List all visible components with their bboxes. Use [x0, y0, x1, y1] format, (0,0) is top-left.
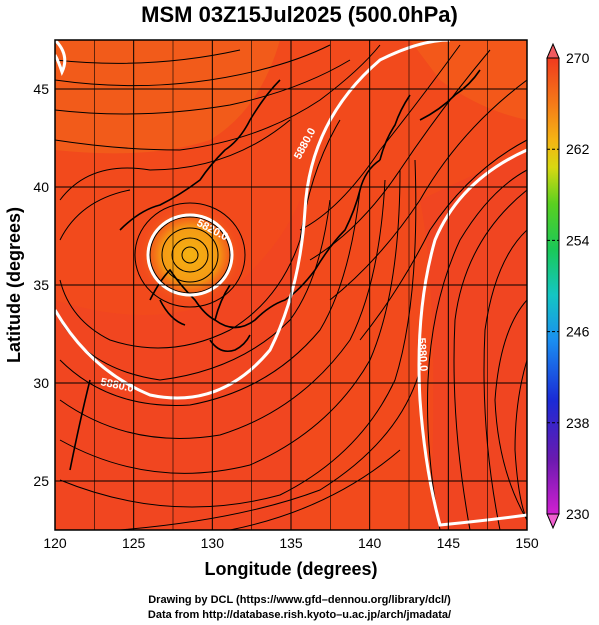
- x-tick-label: 150: [515, 535, 539, 551]
- colorbar-min-arrow: [546, 513, 560, 530]
- y-tick-label: 40: [33, 179, 49, 195]
- colorbar-ticks: 270 262 254 246 238 230: [547, 50, 590, 522]
- x-tick-label: 125: [122, 535, 146, 551]
- grid-lines: [55, 40, 527, 530]
- x-tick-label: 135: [279, 535, 303, 551]
- height-contours: [55, 40, 527, 527]
- cool-region-east: [420, 150, 527, 530]
- colorbar: 270 262 254 246 238 230: [546, 42, 590, 530]
- x-tick-label: 145: [437, 535, 461, 551]
- y-axis-label: Latitude (degrees): [4, 207, 24, 363]
- x-tick-label: 130: [201, 535, 225, 551]
- coastlines: [69, 69, 481, 471]
- x-tick-label: 140: [358, 535, 382, 551]
- x-axis-ticks: 120 125 130 135 140 145 150: [43, 535, 539, 551]
- plot-area: 5880.0 5820.0 5880.0 5880.0: [55, 40, 527, 530]
- contour-5820: [146, 213, 234, 297]
- contour-5880-corner: [55, 40, 67, 77]
- credit-data: Data from http://database.rish.kyoto–u.a…: [147, 609, 452, 621]
- warm-region-northeast: [410, 40, 527, 120]
- plot-frame: [54, 39, 528, 531]
- y-tick-label: 45: [33, 81, 49, 97]
- colorbar-max-arrow: [546, 42, 560, 59]
- chart-title: MSM 03Z15Jul2025 (500.0hPa): [141, 2, 458, 27]
- y-axis-ticks: 25 30 35 40 45: [33, 81, 49, 489]
- contour-5880-west: [55, 40, 451, 400]
- y-tick-label: 30: [33, 375, 49, 391]
- colorbar-tick-label: 270: [566, 50, 590, 66]
- colorbar-tick-label: 254: [566, 232, 590, 248]
- colorbar-tick-label: 246: [566, 324, 590, 340]
- contour-5880-east: [417, 148, 527, 527]
- x-tick-label: 120: [43, 535, 67, 551]
- y-tick-label: 35: [33, 277, 49, 293]
- colorbar-tick-label: 230: [566, 506, 590, 522]
- cool-region-south: [55, 200, 300, 530]
- contour-label: 5880.0: [415, 337, 429, 371]
- warm-core-low: [138, 205, 242, 305]
- colorbar-gradient: [546, 57, 560, 515]
- warm-region-north: [55, 40, 280, 154]
- credit-drawing: Drawing by DCL (https://www.gfd–dennou.o…: [148, 594, 451, 606]
- colorbar-tick-label: 238: [566, 415, 590, 431]
- colorbar-tick-label: 262: [566, 141, 590, 157]
- x-axis-label: Longitude (degrees): [204, 559, 377, 579]
- y-tick-label: 25: [33, 473, 49, 489]
